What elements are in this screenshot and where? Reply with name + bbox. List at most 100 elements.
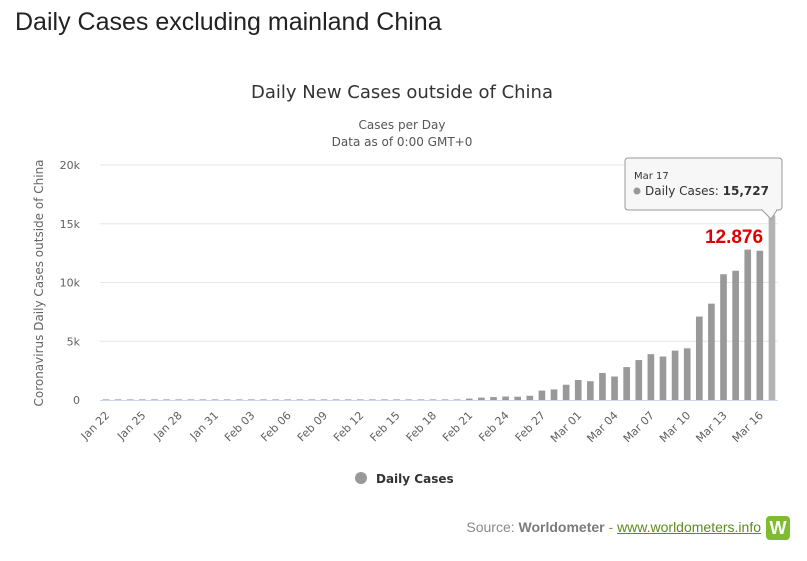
bar-feb-10[interactable] — [332, 399, 340, 400]
x-tick-label: Mar 07 — [621, 409, 657, 445]
y-axis-title: Coronavirus Daily Cases outside of China — [32, 159, 46, 406]
bar-mar-01[interactable] — [574, 380, 582, 400]
source-attribution: Source: Worldometer - www.worldometers.i… — [466, 519, 761, 535]
y-tick-label: 0 — [73, 394, 80, 407]
x-tick-label: Mar 10 — [657, 409, 693, 445]
bar-feb-28[interactable] — [550, 389, 558, 400]
bar-mar-09[interactable] — [671, 350, 679, 400]
bar-feb-15[interactable] — [393, 399, 400, 400]
x-tick-label: Feb 27 — [513, 409, 548, 444]
bar-feb-03[interactable] — [248, 399, 255, 400]
page-heading: Daily Cases excluding mainland China — [15, 8, 442, 36]
gridlines — [100, 164, 778, 342]
bar-mar-02[interactable] — [587, 381, 594, 400]
bar-mar-14[interactable] — [732, 270, 739, 400]
tooltip: Mar 17 Daily Cases: 15,727 — [624, 157, 783, 220]
y-tick-label: 15k — [60, 218, 81, 231]
legend-label: Daily Cases — [376, 472, 454, 486]
bar-mar-17[interactable] — [768, 215, 776, 400]
bar-feb-22[interactable] — [478, 397, 485, 400]
x-tick-label: Mar 01 — [548, 409, 584, 445]
bar-feb-11[interactable] — [344, 399, 352, 400]
bar-mar-08[interactable] — [659, 356, 667, 400]
bar-feb-09[interactable] — [320, 399, 328, 400]
y-tick-label: 5k — [67, 335, 81, 348]
bar-feb-23[interactable] — [490, 397, 497, 400]
bar-feb-08[interactable] — [308, 399, 316, 400]
y-tick-label: 20k — [60, 159, 81, 172]
x-axis-ticks: Jan 22 Jan 25 Jan 28 Jan 31 Feb 03 Feb 06 Feb … — [78, 409, 766, 445]
x-tick-label: Jan 25 — [114, 409, 148, 443]
tooltip-series-name: Daily Cases: 15,727 — [645, 184, 769, 198]
bar-feb-27[interactable] — [538, 390, 546, 400]
worldometer-logo-icon: W — [766, 516, 790, 540]
bar-feb-13[interactable] — [369, 399, 376, 400]
x-tick-label: Mar 04 — [584, 409, 620, 445]
bar-jan-26[interactable] — [151, 399, 158, 400]
x-tick-label: Mar 16 — [730, 409, 766, 445]
bar-jan-22[interactable] — [102, 399, 110, 400]
bar-mar-10[interactable] — [683, 348, 691, 400]
bar-feb-06[interactable] — [284, 399, 291, 400]
bar-jan-23[interactable] — [114, 399, 122, 400]
x-tick-label: Mar 13 — [693, 409, 729, 445]
x-tick-label: Feb 06 — [258, 409, 293, 444]
legend-item-daily-cases[interactable]: Daily Cases — [355, 472, 454, 486]
x-tick-label: Jan 22 — [78, 409, 112, 443]
bar-feb-18[interactable] — [429, 399, 437, 400]
bar-mar-13[interactable] — [720, 274, 727, 400]
x-tick-label: Jan 28 — [151, 409, 185, 443]
bar-jan-29[interactable] — [187, 399, 195, 400]
source-prefix: Source: — [466, 519, 515, 535]
bar-mar-06[interactable] — [635, 360, 643, 400]
source-link[interactable]: www.worldometers.info — [617, 519, 761, 535]
bar-feb-19[interactable] — [441, 399, 449, 400]
bar-mar-16[interactable] — [756, 250, 764, 400]
bar-mar-03[interactable] — [599, 372, 606, 400]
bar-mar-12[interactable] — [708, 303, 715, 400]
y-axis-ticks: 0 5k 10k 15k 20k — [60, 159, 81, 407]
tooltip-date: Mar 17 — [634, 171, 669, 182]
bar-jan-27[interactable] — [163, 399, 170, 400]
chart-title: Daily New Cases outside of China — [251, 82, 553, 103]
x-tick-label: Feb 12 — [331, 409, 366, 444]
bar-feb-07[interactable] — [296, 399, 304, 400]
x-tick-label: Feb 03 — [222, 409, 257, 444]
bar-feb-29[interactable] — [562, 384, 570, 400]
x-tick-label: Feb 24 — [476, 409, 511, 444]
bar-mar-11[interactable] — [695, 316, 703, 400]
bar-jan-24[interactable] — [126, 399, 134, 400]
bar-feb-24[interactable] — [502, 396, 509, 400]
x-tick-label: Feb 21 — [440, 409, 475, 444]
bar-feb-14[interactable] — [381, 399, 388, 400]
bar-mar-15[interactable] — [744, 249, 752, 400]
bar-jan-31[interactable] — [211, 399, 219, 400]
x-tick-label: Jan 31 — [187, 409, 221, 443]
bar-feb-04[interactable] — [260, 399, 267, 400]
source-separator: - — [608, 519, 614, 535]
bar-feb-21[interactable] — [465, 398, 473, 400]
bar-feb-02[interactable] — [235, 399, 243, 400]
bar-mar-04[interactable] — [611, 376, 618, 401]
bar-jan-28[interactable] — [175, 399, 183, 400]
bar-feb-12[interactable] — [356, 399, 364, 400]
bar-feb-26[interactable] — [526, 395, 534, 400]
bar-feb-16[interactable] — [405, 399, 413, 400]
chart-subtitle-line-1: Cases per Day — [359, 118, 446, 132]
bar-feb-17[interactable] — [417, 399, 425, 400]
y-tick-label: 10k — [60, 277, 81, 290]
x-tick-label: Feb 18 — [404, 409, 439, 444]
bar-feb-05[interactable] — [272, 399, 279, 400]
tooltip-series-marker — [633, 187, 641, 195]
bar-feb-20[interactable] — [453, 399, 461, 400]
highlight-annotation: 12.876 — [705, 227, 763, 248]
legend-marker — [355, 472, 367, 484]
bar-mar-07[interactable] — [647, 354, 655, 400]
bar-feb-25[interactable] — [514, 396, 522, 400]
bar-jan-30[interactable] — [199, 399, 207, 400]
bar-jan-25[interactable] — [139, 399, 146, 400]
bar-feb-01[interactable] — [223, 399, 231, 400]
bar-mar-05[interactable] — [623, 367, 630, 400]
bars — [102, 215, 776, 401]
